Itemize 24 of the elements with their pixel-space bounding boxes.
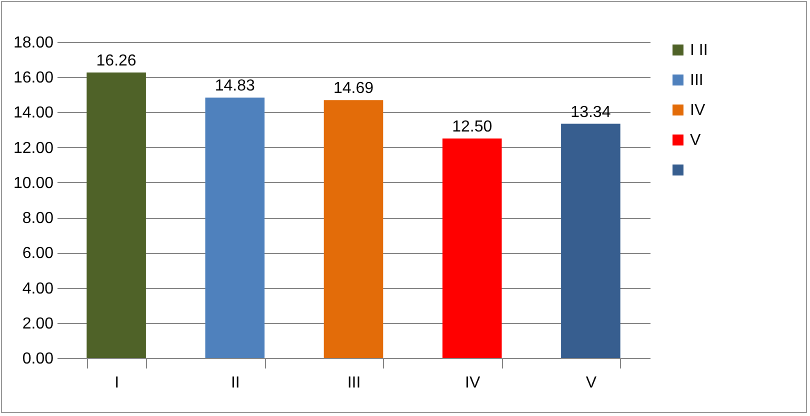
data-label: 14.83: [214, 78, 256, 95]
legend-label: IV: [690, 102, 706, 119]
data-label: 14.69: [333, 80, 374, 98]
legend-label: V: [690, 132, 701, 149]
legend-label: I II: [690, 42, 708, 59]
x-tick-label: V: [586, 374, 597, 392]
x-tick-label: I: [114, 374, 120, 392]
data-label: 13.34: [570, 104, 611, 121]
data-label: 16.26: [96, 52, 136, 70]
y-tick-label: 0.00: [22, 350, 54, 368]
y-tick-label: 14.00: [13, 104, 54, 122]
x-tick-label: II: [230, 374, 240, 392]
y-tick-label: 2.00: [22, 315, 54, 332]
y-tick-label: 4.00: [22, 280, 54, 298]
y-tick-label: 18.00: [13, 34, 54, 52]
y-tick-label: 16.00: [13, 70, 54, 87]
legend-label: III: [690, 72, 704, 89]
data-label: 12.50: [452, 118, 492, 136]
y-tick-label: 12.00: [13, 140, 54, 157]
y-tick-label: 6.00: [22, 245, 54, 262]
y-tick-label: 10.00: [13, 174, 54, 192]
x-tick-label: IV: [465, 374, 480, 392]
x-tick-label: III: [347, 374, 361, 392]
y-tick-label: 8.00: [22, 210, 54, 228]
